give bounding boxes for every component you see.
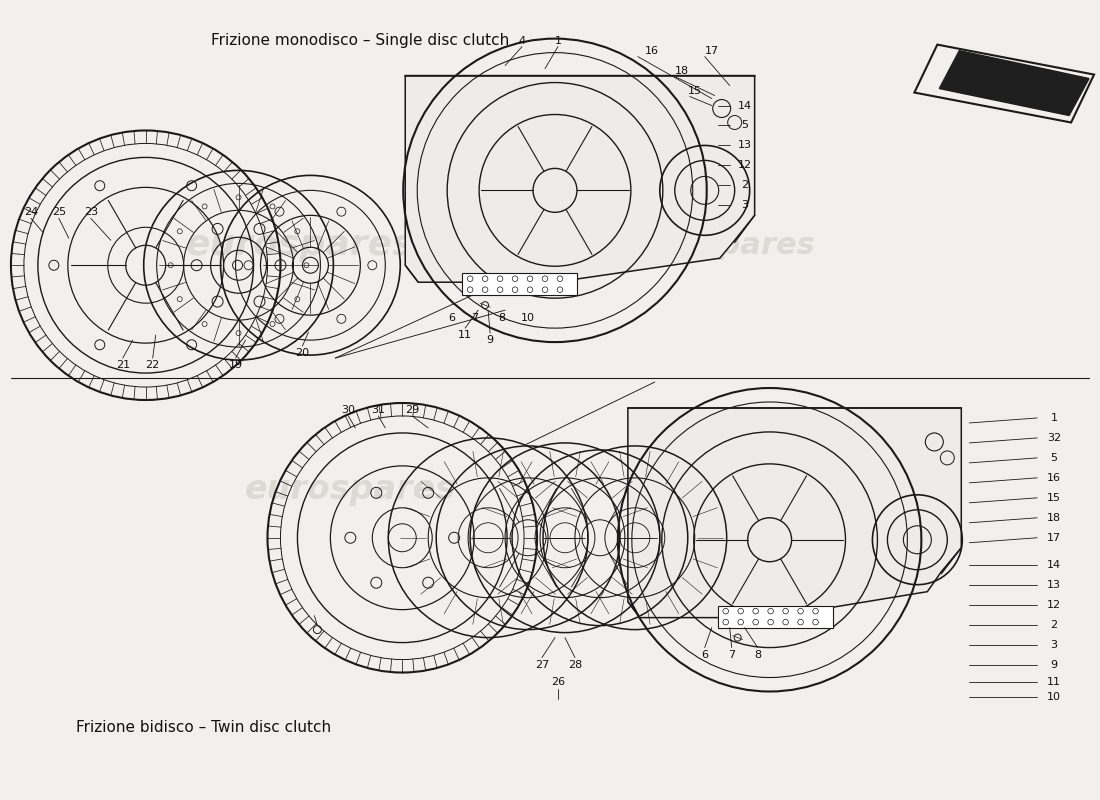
Text: 23: 23 bbox=[84, 207, 98, 218]
Text: 3: 3 bbox=[741, 200, 748, 210]
Text: 1: 1 bbox=[554, 36, 561, 46]
Text: 26: 26 bbox=[551, 677, 565, 686]
Text: 21: 21 bbox=[116, 360, 130, 370]
Text: 12: 12 bbox=[1047, 600, 1062, 610]
Text: 8: 8 bbox=[755, 650, 761, 659]
Text: 16: 16 bbox=[645, 46, 659, 56]
Text: 18: 18 bbox=[674, 66, 689, 75]
Polygon shape bbox=[628, 408, 961, 618]
Text: 29: 29 bbox=[405, 405, 419, 415]
Text: 9: 9 bbox=[1050, 659, 1058, 670]
Text: 7: 7 bbox=[472, 313, 478, 323]
Text: 8: 8 bbox=[498, 313, 506, 323]
Polygon shape bbox=[405, 75, 755, 282]
Text: 20: 20 bbox=[296, 348, 309, 358]
Text: eurospares: eurospares bbox=[624, 230, 816, 260]
Text: 10: 10 bbox=[1047, 693, 1062, 702]
Text: 2: 2 bbox=[741, 180, 748, 190]
Text: eurospares: eurospares bbox=[245, 474, 455, 506]
Bar bbox=[717, 606, 833, 628]
Text: 1: 1 bbox=[1050, 413, 1057, 423]
Text: 22: 22 bbox=[145, 360, 160, 370]
Polygon shape bbox=[939, 50, 1089, 115]
Text: 14: 14 bbox=[738, 101, 751, 110]
Text: 13: 13 bbox=[1047, 580, 1062, 590]
Text: 5: 5 bbox=[1050, 453, 1057, 463]
Text: 4: 4 bbox=[518, 36, 526, 46]
Text: 27: 27 bbox=[535, 659, 549, 670]
Text: 24: 24 bbox=[24, 207, 38, 218]
Text: 30: 30 bbox=[341, 405, 355, 415]
Text: 7: 7 bbox=[728, 650, 735, 659]
Text: Frizione monodisco – Single disc clutch: Frizione monodisco – Single disc clutch bbox=[210, 33, 509, 48]
Text: eurospares: eurospares bbox=[186, 228, 415, 262]
Text: 11: 11 bbox=[458, 330, 472, 340]
Text: 2: 2 bbox=[1050, 620, 1058, 630]
Text: 16: 16 bbox=[1047, 473, 1062, 483]
Text: 9: 9 bbox=[486, 335, 494, 345]
Text: 5: 5 bbox=[741, 121, 748, 130]
Text: eurospares: eurospares bbox=[662, 476, 837, 504]
Bar bbox=[462, 274, 578, 295]
Text: 15: 15 bbox=[1047, 493, 1062, 503]
Text: 18: 18 bbox=[1047, 513, 1062, 522]
Text: 15: 15 bbox=[688, 86, 702, 95]
Text: 6: 6 bbox=[701, 650, 708, 659]
Text: 10: 10 bbox=[521, 313, 535, 323]
Text: 28: 28 bbox=[568, 659, 582, 670]
Text: 11: 11 bbox=[1047, 677, 1062, 686]
Text: 25: 25 bbox=[52, 207, 66, 218]
Text: Frizione bidisco – Twin disc clutch: Frizione bidisco – Twin disc clutch bbox=[76, 720, 331, 735]
Text: 31: 31 bbox=[372, 405, 385, 415]
Text: 19: 19 bbox=[229, 360, 243, 370]
Text: 14: 14 bbox=[1047, 560, 1062, 570]
Text: 6: 6 bbox=[449, 313, 455, 323]
Text: 13: 13 bbox=[738, 141, 751, 150]
Text: 17: 17 bbox=[705, 46, 718, 56]
Text: 17: 17 bbox=[1047, 533, 1062, 542]
Text: 3: 3 bbox=[1050, 639, 1057, 650]
Text: 12: 12 bbox=[738, 161, 751, 170]
Text: 32: 32 bbox=[1047, 433, 1062, 443]
